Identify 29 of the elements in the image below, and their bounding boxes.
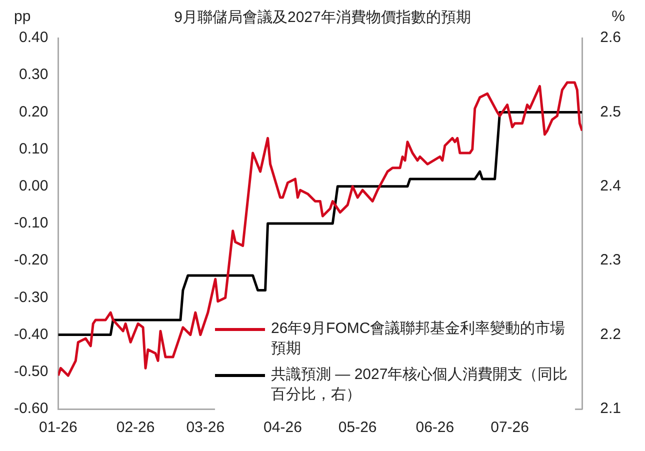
x-tick-label: 01-26	[39, 419, 78, 436]
y2-tick-label: 2.6	[600, 29, 622, 46]
y-tick-label: -0.50	[14, 363, 48, 380]
y-tick-label: 0.20	[18, 103, 48, 120]
y-tick-label: -0.30	[14, 288, 48, 306]
y-tick-label: 0.40	[18, 29, 48, 46]
y2-tick-label: 2.3	[600, 252, 622, 269]
x-tick-label: 04-26	[264, 419, 302, 436]
y-tick-label: -0.40	[14, 326, 48, 343]
y2-tick-label: 2.5	[600, 103, 622, 120]
y-tick-label: 0.30	[18, 66, 48, 84]
x-tick-label: 03-26	[186, 419, 225, 436]
y-axis-title: pp	[14, 8, 31, 25]
x-tick-label: 05-26	[338, 419, 377, 436]
y2-tick-label: 2.4	[600, 178, 622, 195]
y-tick-label: 0.10	[18, 140, 48, 158]
y-tick-label: -0.60	[14, 400, 48, 418]
chart-title: 9月聯儲局會議及2027年消費物價指數的預期	[174, 9, 471, 26]
x-tick-label: 02-26	[116, 419, 155, 436]
legend-label: 共識預測 — 2027年核心個人消費開支（同比百分比，右）	[271, 365, 569, 405]
y-tick-label: 0.00	[18, 178, 48, 195]
y-tick-label: -0.10	[14, 214, 48, 232]
legend-label: 26年9月FOMC會議聯邦基金利率變動的市場預期	[271, 319, 566, 359]
y-tick-label: -0.20	[14, 252, 48, 269]
x-tick-label: 07-26	[490, 419, 529, 436]
y2-axis-title: %	[612, 8, 625, 25]
y2-tick-label: 2.1	[600, 400, 622, 418]
x-tick-label: 06-26	[416, 419, 454, 436]
y2-tick-label: 2.2	[600, 326, 622, 343]
